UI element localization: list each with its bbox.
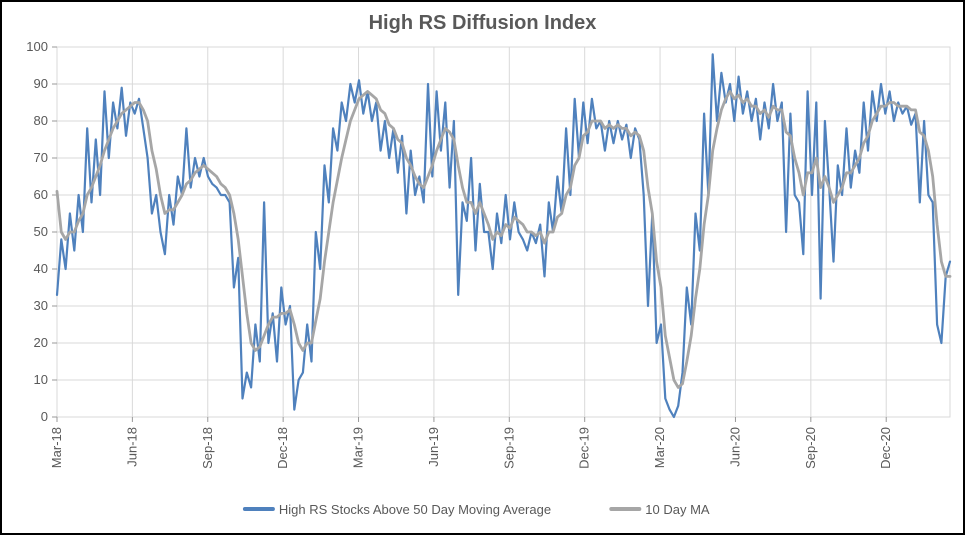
y-axis-label: 20 [34, 335, 48, 350]
x-axis-label: Sep-19 [501, 427, 516, 469]
chart-title: High RS Diffusion Index [2, 12, 963, 35]
x-axis-label: Dec-18 [275, 427, 290, 469]
x-axis-label: Jun-20 [727, 427, 742, 467]
x-axis: Mar-18 Jun-18 Sep-18 Dec-18 Mar-19 Jun-19 Sep-… [49, 417, 893, 469]
y-axis-label: 40 [34, 261, 48, 276]
series-line [57, 54, 950, 417]
y-axis-label: 90 [34, 76, 48, 91]
legend: High RS Stocks Above 50 Day Moving Avera… [245, 502, 710, 517]
chart-svg: 0 10 20 30 40 50 60 70 80 90 100 Mar-18 Jun-18 Sep-1… [2, 2, 963, 533]
x-axis-label: Mar-18 [49, 427, 64, 468]
chart-container: High RS Diffusion Index 0 10 20 30 40 50 60 70 8… [0, 0, 965, 535]
x-axis-label: Sep-18 [200, 427, 215, 469]
x-axis-label: Mar-20 [652, 427, 667, 468]
y-axis-label: 80 [34, 113, 48, 128]
y-axis-label: 0 [41, 409, 48, 424]
x-axis-label: Sep-20 [803, 427, 818, 469]
series-group [57, 54, 950, 417]
y-axis: 0 10 20 30 40 50 60 70 80 90 100 [26, 39, 57, 424]
y-axis-label: 30 [34, 298, 48, 313]
y-axis-label: 50 [34, 224, 48, 239]
x-axis-label: Mar-19 [351, 427, 366, 468]
y-axis-label: 100 [26, 39, 48, 54]
x-axis-label: Jun-19 [426, 427, 441, 467]
legend-label: High RS Stocks Above 50 Day Moving Avera… [279, 502, 551, 517]
x-axis-label: Jun-18 [124, 427, 139, 467]
y-axis-label: 70 [34, 150, 48, 165]
x-axis-label: Dec-19 [577, 427, 592, 469]
legend-label: 10 Day MA [645, 502, 710, 517]
x-axis-label: Dec-20 [878, 427, 893, 469]
y-axis-label: 10 [34, 372, 48, 387]
y-axis-label: 60 [34, 187, 48, 202]
